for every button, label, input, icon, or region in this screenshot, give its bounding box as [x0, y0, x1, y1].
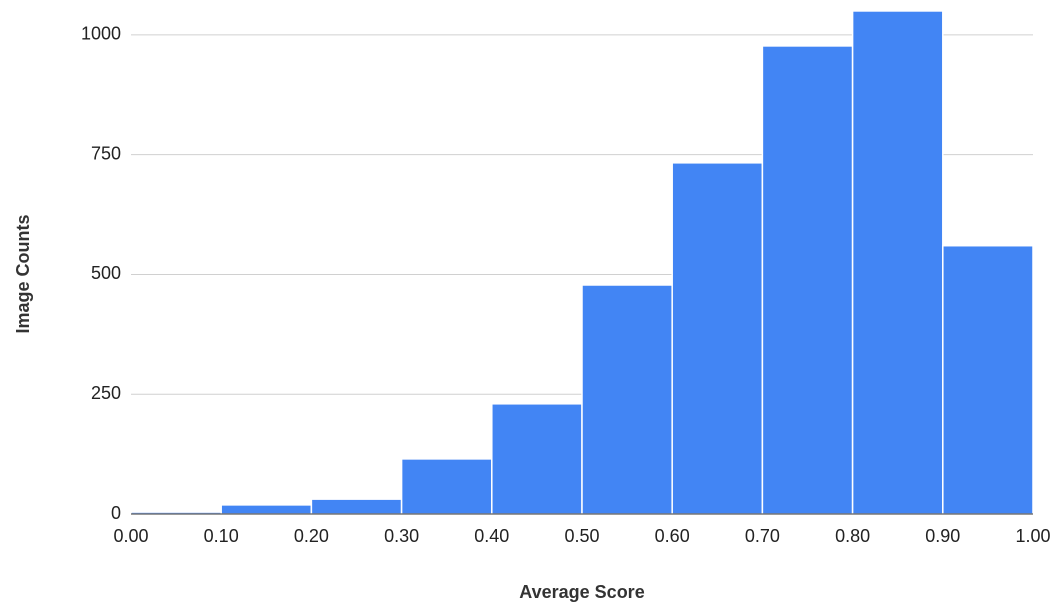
x-tick-label: 0.70 — [745, 526, 780, 546]
bar — [671, 162, 764, 515]
y-tick-label: 250 — [91, 383, 121, 403]
x-tick-label: 0.90 — [925, 526, 960, 546]
x-tick-label: 1.00 — [1015, 526, 1050, 546]
bar — [400, 458, 493, 515]
x-tick-label: 0.10 — [204, 526, 239, 546]
bar — [310, 498, 403, 515]
x-tick-label: 0.20 — [294, 526, 329, 546]
bar — [581, 284, 673, 515]
y-axis-title: Image Counts — [13, 214, 33, 333]
bar — [942, 244, 1034, 515]
x-tick-label: 0.00 — [113, 526, 148, 546]
bar — [851, 10, 944, 515]
x-tick-label: 0.40 — [474, 526, 509, 546]
bar — [220, 504, 313, 515]
y-tick-label: 500 — [91, 263, 121, 283]
x-tick-label: 0.50 — [564, 526, 599, 546]
x-tick-label: 0.80 — [835, 526, 870, 546]
y-tick-label: 1000 — [81, 24, 121, 44]
y-tick-label: 750 — [91, 143, 121, 163]
x-tick-label: 0.30 — [384, 526, 419, 546]
bar — [761, 45, 854, 515]
x-tick-label: 0.60 — [655, 526, 690, 546]
y-tick-label: 0 — [111, 503, 121, 523]
bar — [491, 403, 583, 515]
x-axis-title: Average Score — [519, 582, 644, 602]
